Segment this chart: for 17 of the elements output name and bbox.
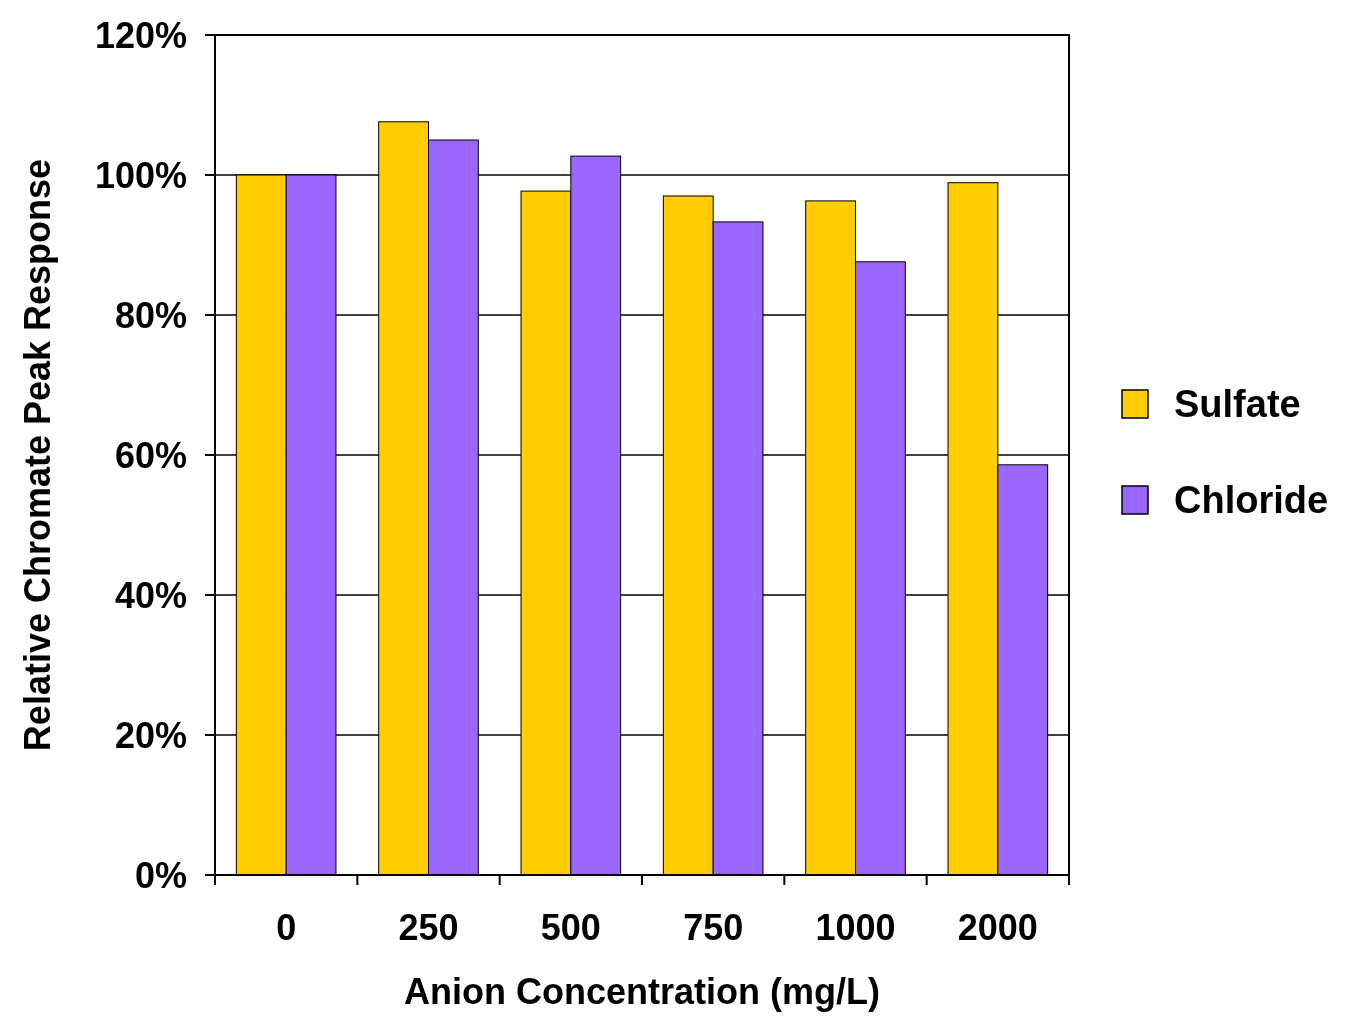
x-tick-label: 2000 [957,907,1038,948]
x-tick-label: 750 [683,907,744,948]
y-tick-label: 20% [114,714,187,756]
y-tick-label: 60% [114,434,187,476]
x-tick-label: 500 [540,907,601,948]
y-axis-title: Relative Chromate Peak Response [17,158,58,752]
legend-label: Chloride [1174,479,1329,522]
legend-label: Sulfate [1174,383,1301,426]
y-tick-label: 100% [94,154,187,196]
x-tick-label: 250 [398,907,459,948]
x-axis-title: Anion Concentration (mg/L) [404,971,880,1012]
y-tick-label: 80% [114,294,187,336]
y-tick-label: 0% [134,854,187,896]
y-tick-label: 40% [114,574,187,616]
x-tick-label: 0 [276,907,297,948]
y-tick-label: 120% [94,14,187,56]
x-tick-label: 1000 [815,907,896,948]
